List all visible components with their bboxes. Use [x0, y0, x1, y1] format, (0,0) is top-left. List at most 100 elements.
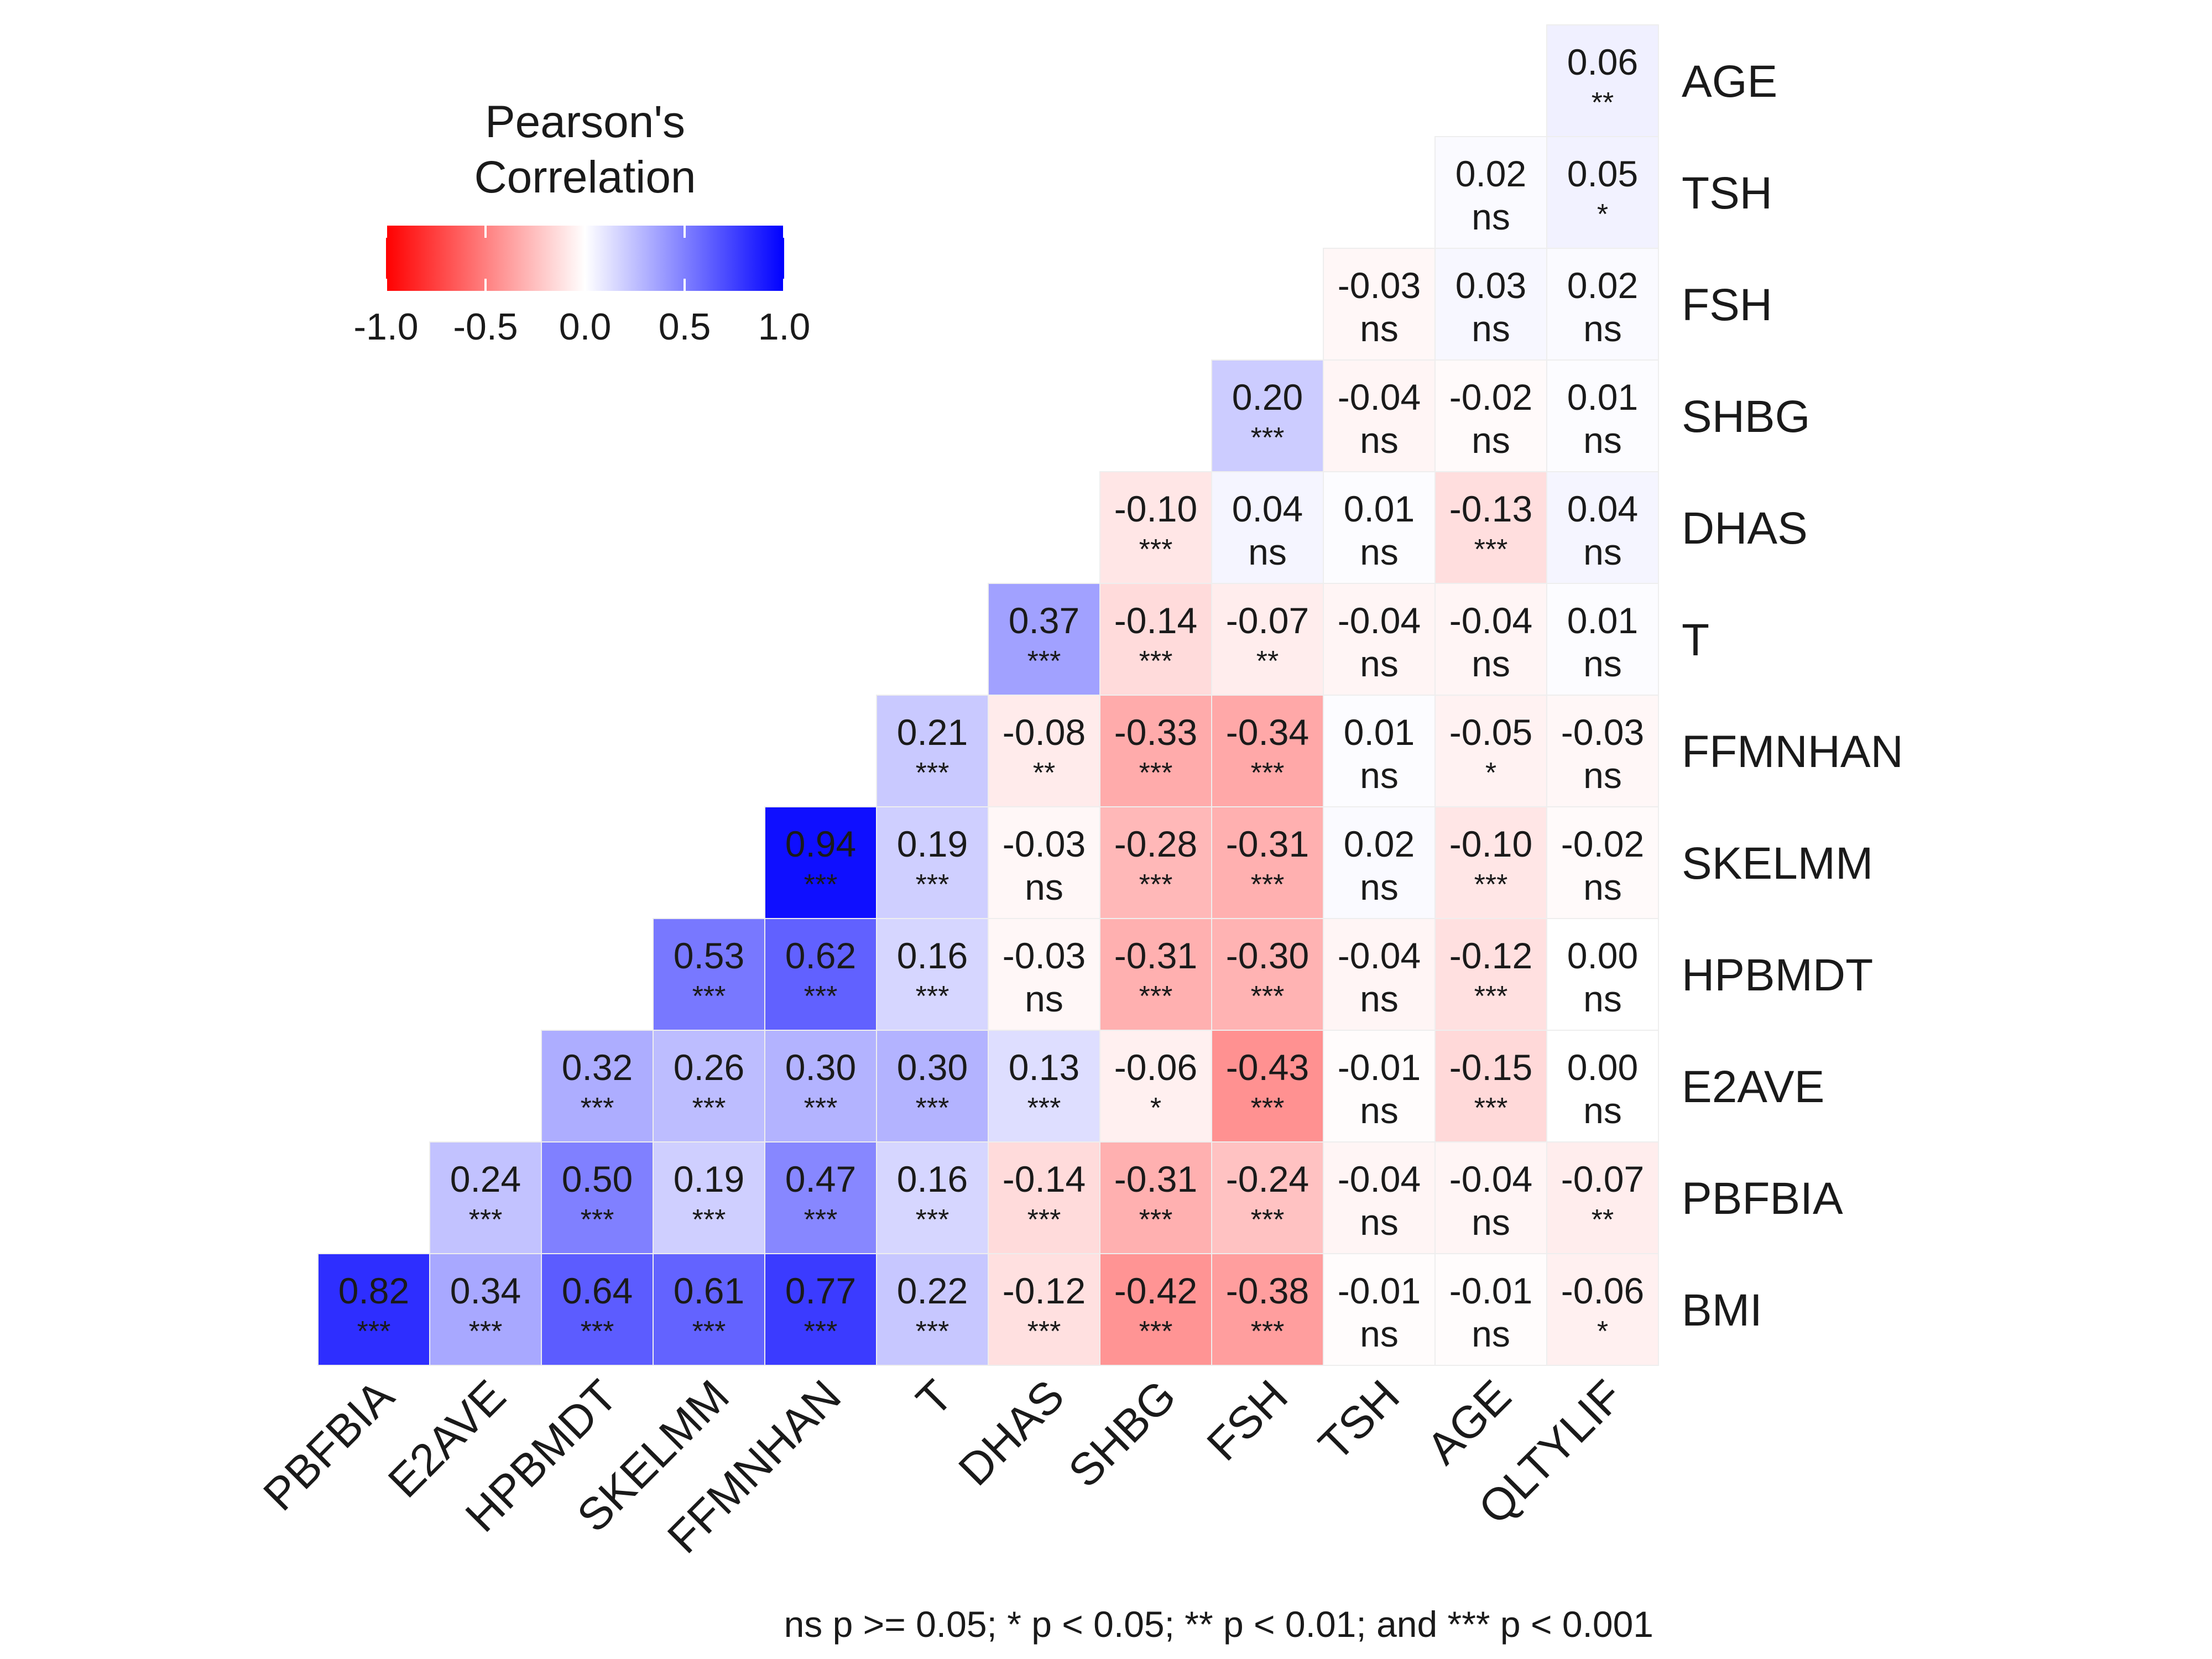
cell-value-label: -0.14 — [1003, 1159, 1086, 1199]
legend-title-line-2: Correlation — [474, 152, 696, 202]
cell-tile — [317, 1253, 430, 1366]
cell-tile — [653, 1030, 765, 1142]
cell-significance-label: *** — [1251, 1316, 1285, 1348]
cell-significance-label: *** — [1474, 534, 1508, 566]
heatmap-cell-bmi-pbfbia: 0.82 *** — [317, 1253, 430, 1366]
heatmap-cell-e2ave-hpbmdt: 0.32 *** — [541, 1030, 654, 1142]
cell-tile — [876, 695, 989, 807]
heatmap-cell-hpbmdt-age: -0.12 *** — [1434, 918, 1547, 1031]
cell-value-label: 0.16 — [897, 1159, 968, 1199]
cell-significance-label: *** — [1139, 645, 1173, 677]
cell-significance-label: ns — [1360, 531, 1399, 572]
cell-tile — [1546, 136, 1659, 249]
heatmap-cell-skelmm-t: 0.19 *** — [876, 806, 989, 919]
cell-value-label: -0.03 — [1003, 935, 1086, 976]
cell-tile — [1434, 471, 1547, 584]
cell-tile — [764, 1253, 877, 1366]
cell-tile — [1546, 24, 1659, 137]
cell-value-label: 0.05 — [1567, 153, 1638, 194]
cell-significance-label: *** — [581, 1092, 614, 1124]
legend-tick-label: -0.5 — [453, 306, 518, 348]
cell-tile — [988, 1253, 1100, 1366]
cell-significance-label: *** — [916, 1204, 950, 1236]
cell-value-label: -0.07 — [1226, 600, 1309, 641]
cell-value-label: -0.02 — [1561, 823, 1644, 864]
heatmap-cell-bmi-qltylif: -0.06 * — [1546, 1253, 1659, 1366]
cell-significance-label: * — [1485, 757, 1496, 789]
legend-tick-label: 1.0 — [758, 306, 811, 348]
cell-significance-label: *** — [1027, 1316, 1061, 1348]
heatmap-cell-bmi-skelmm: 0.61 *** — [653, 1253, 765, 1366]
cell-value-label: 0.82 — [338, 1270, 409, 1311]
cell-significance-label: *** — [804, 1092, 838, 1124]
cell-value-label: -0.03 — [1003, 823, 1086, 864]
cell-tile — [1211, 359, 1324, 472]
cell-tile — [1434, 918, 1547, 1031]
row-label-dhas: DHAS — [1682, 503, 1808, 554]
cell-value-label: 0.22 — [897, 1270, 968, 1311]
cell-significance-label: ns — [1025, 867, 1063, 907]
cell-significance-label: *** — [1027, 1092, 1061, 1124]
cell-significance-label: ns — [1360, 1202, 1399, 1243]
cell-value-label: -0.04 — [1338, 935, 1421, 976]
heatmap-cell-bmi-t: 0.22 *** — [876, 1253, 989, 1366]
heatmap-cell-e2ave-shbg: -0.06 * — [1099, 1030, 1212, 1142]
cell-value-label: -0.01 — [1338, 1270, 1421, 1311]
heatmap-cell-e2ave-fsh: -0.43 *** — [1211, 1030, 1324, 1142]
cell-significance-label: *** — [916, 980, 950, 1013]
cell-value-label: 0.19 — [674, 1159, 744, 1199]
cell-value-label: 0.00 — [1567, 1047, 1638, 1088]
cell-significance-label: ns — [1472, 196, 1510, 237]
cell-value-label: 0.64 — [562, 1270, 633, 1311]
cell-tile — [764, 1141, 877, 1254]
cell-tile — [1211, 1253, 1324, 1366]
cell-significance-label: ns — [1025, 978, 1063, 1019]
cell-value-label: 0.94 — [785, 823, 856, 864]
cell-significance-label: ns — [1472, 308, 1510, 349]
cell-value-label: 0.02 — [1567, 265, 1638, 306]
cell-tile — [764, 806, 877, 919]
row-label-fsh: FSH — [1682, 280, 1772, 330]
cell-value-label: 0.04 — [1567, 488, 1638, 529]
cell-significance-label: ** — [1033, 757, 1055, 789]
cell-tile — [876, 1030, 989, 1142]
cell-tile — [541, 1030, 654, 1142]
cell-value-label: 0.02 — [1344, 823, 1415, 864]
heatmap-cell-pbfbia-qltylif: -0.07 ** — [1546, 1141, 1659, 1254]
cell-tile — [541, 1253, 654, 1366]
cell-value-label: -0.31 — [1226, 823, 1309, 864]
cell-value-label: 0.30 — [897, 1047, 968, 1088]
cell-tile — [1099, 918, 1212, 1031]
cell-significance-label: ns — [1360, 1313, 1399, 1354]
cell-tile — [1546, 359, 1659, 472]
heatmap-cell-e2ave-age: -0.15 *** — [1434, 1030, 1547, 1142]
cell-tile — [1099, 1253, 1212, 1366]
heatmap-cell-ffmnhan-fsh: -0.34 *** — [1211, 695, 1324, 807]
heatmap-cell-age-qltylif: 0.06 ** — [1546, 24, 1659, 137]
cell-value-label: -0.33 — [1114, 712, 1197, 753]
cell-significance-label: *** — [804, 869, 838, 901]
row-label-skelmm: SKELMM — [1682, 838, 1873, 889]
heatmap-cell-pbfbia-shbg: -0.31 *** — [1099, 1141, 1212, 1254]
cell-value-label: -0.06 — [1114, 1047, 1197, 1088]
cell-significance-label: *** — [692, 980, 726, 1013]
heatmap-cell-ffmnhan-dhas: -0.08 ** — [988, 695, 1100, 807]
cell-significance-label: ns — [1583, 420, 1622, 461]
cell-significance-label: *** — [1027, 1204, 1061, 1236]
heatmap-cell-pbfbia-e2ave: 0.24 *** — [429, 1141, 542, 1254]
cell-value-label: 0.61 — [674, 1270, 744, 1311]
cell-tile — [1546, 806, 1659, 919]
cell-tile — [988, 806, 1100, 919]
